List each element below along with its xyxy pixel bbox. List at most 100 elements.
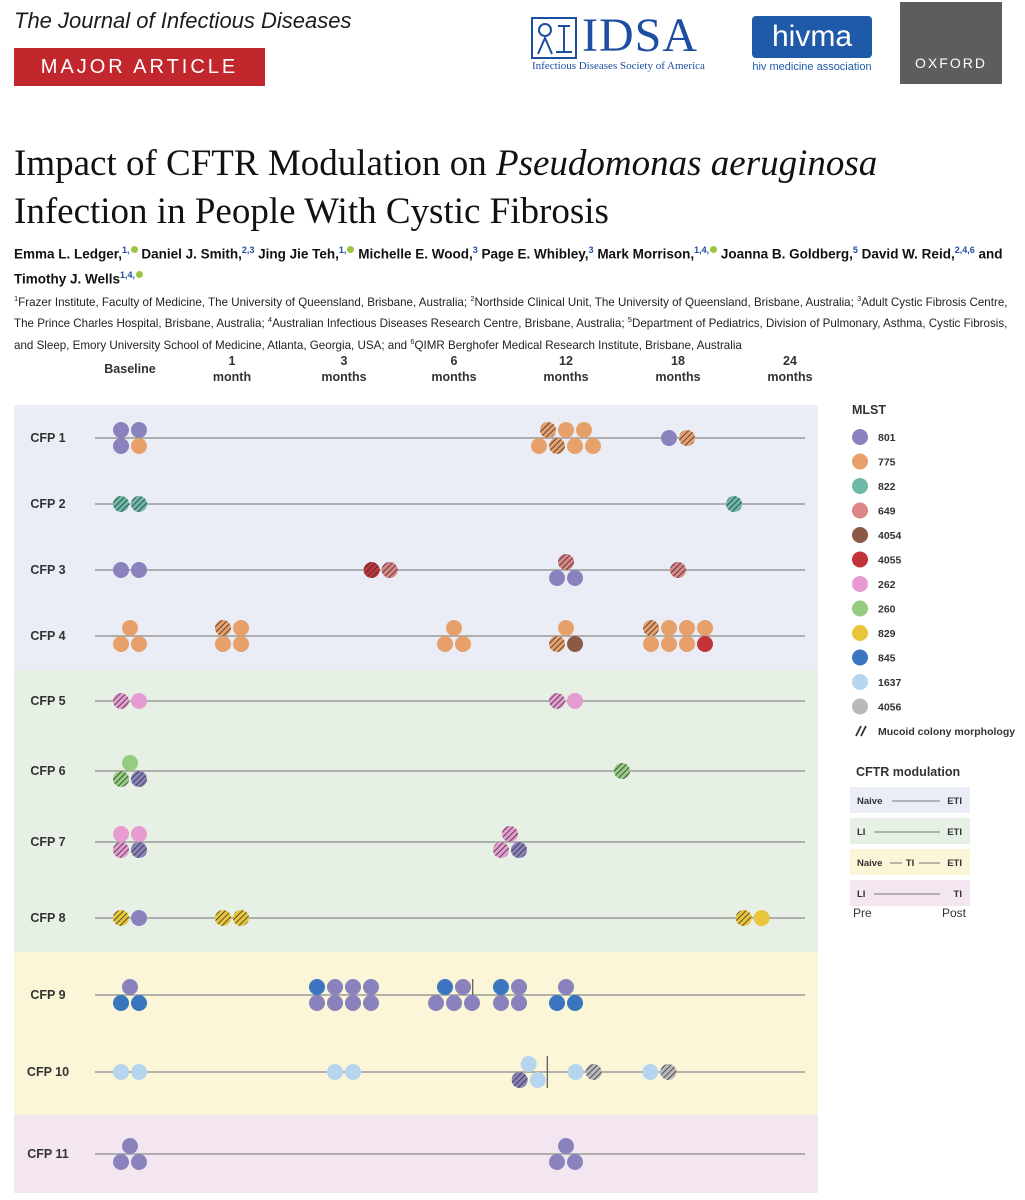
- timepoint-label: 6: [451, 355, 458, 368]
- hivma-wordmark: hivma: [752, 16, 872, 58]
- isolate-marker: [493, 979, 509, 995]
- isolate-marker: [131, 693, 147, 709]
- isolate-marker: [327, 1064, 343, 1080]
- orcid-icon[interactable]: [130, 246, 138, 253]
- author-list: Emma L. Ledger,1, Daniel J. Smith,2,3 Ji…: [14, 240, 1014, 289]
- isolate-marker: [558, 979, 574, 995]
- author-name: Mark Morrison,: [597, 246, 695, 262]
- isolate-marker: [131, 1154, 147, 1170]
- idsa-wordmark: IDSA: [582, 9, 699, 62]
- isolate-marker: [363, 979, 379, 995]
- author-name: Jing Jie Teh,: [258, 246, 339, 262]
- isolate-marker: [679, 636, 695, 652]
- author-affiliation-ref: 1,4,: [694, 245, 710, 255]
- isolate-marker: [327, 979, 343, 995]
- mlst-legend-swatch: [852, 698, 868, 715]
- mlst-legend-swatch: [852, 576, 868, 592]
- author-name: Daniel J. Smith,: [141, 246, 242, 262]
- modulation-group-band: [14, 670, 818, 952]
- isolate-marker: [345, 995, 361, 1011]
- cftr-legend-band: [850, 818, 970, 844]
- isolate-marker: [113, 636, 129, 652]
- affiliations: 1Frazer Institute, Faculty of Medicine, …: [14, 290, 1019, 354]
- mucoid-legend-icon: [855, 725, 862, 737]
- affiliation-number: 3: [857, 294, 862, 303]
- timepoint-label: 3: [341, 355, 348, 368]
- mlst-legend-label: 649: [878, 506, 896, 518]
- orcid-icon[interactable]: [347, 246, 355, 253]
- mucoid-hatch-marker: [233, 910, 249, 926]
- mucoid-hatch-marker: [113, 842, 129, 858]
- mucoid-hatch-marker: [726, 496, 742, 512]
- author-name: David W. Reid,: [861, 246, 955, 262]
- isolate-timeline-figure: Baseline 1 month 3 months 6 months 12 months 18 mo…: [14, 355, 1015, 1193]
- timepoint-label: 12: [559, 355, 573, 368]
- affiliation-number: 5: [627, 315, 632, 325]
- patient-label: CFP 7: [30, 835, 65, 849]
- isolate-marker: [309, 979, 325, 995]
- mucoid-hatch-marker: [113, 910, 129, 926]
- author-name: Michelle E. Wood,: [358, 246, 473, 262]
- orcid-icon[interactable]: [710, 246, 718, 253]
- isolate-marker: [661, 620, 677, 636]
- mucoid-hatch-marker: [558, 554, 574, 570]
- author-name: Emma L. Ledger,: [14, 246, 123, 262]
- isolate-marker: [437, 636, 453, 652]
- author-affiliation-ref: 1,4,: [120, 269, 136, 280]
- mlst-legend-swatch: [852, 625, 868, 641]
- author-affiliation-ref: 1,: [338, 245, 347, 255]
- mlst-legend-swatch: [852, 527, 868, 543]
- cftr-legend-pre-label: Naive: [857, 858, 882, 869]
- isolate-marker: [493, 995, 509, 1011]
- mucoid-hatch-marker: [549, 636, 565, 652]
- idsa-logo[interactable]: IDSA Infectious Diseases Society of Amer…: [530, 9, 740, 78]
- article-title: Impact of CFTR Modulation on Pseudomonas…: [14, 140, 1004, 236]
- isolate-marker: [697, 636, 713, 652]
- isolate-marker: [233, 636, 249, 652]
- patient-label: CFP 9: [30, 988, 65, 1002]
- isolate-marker: [113, 995, 129, 1011]
- isolate-marker: [549, 1154, 565, 1170]
- isolate-marker: [122, 979, 138, 995]
- mucoid-hatch-marker: [131, 842, 147, 858]
- mucoid-hatch-marker: [363, 562, 380, 578]
- mlst-legend-swatch: [852, 453, 868, 470]
- timepoint-label: months: [655, 370, 700, 384]
- timepoint-label: months: [431, 370, 476, 384]
- cftr-legend-band: [850, 880, 970, 906]
- author-name: and Timothy J. Wells: [14, 246, 1003, 287]
- mucoid-hatch-marker: [502, 826, 518, 842]
- isolate-marker: [567, 636, 583, 652]
- mucoid-hatch-marker: [643, 620, 659, 636]
- isolate-marker: [131, 422, 147, 438]
- mlst-legend-swatch: [852, 502, 868, 519]
- isolate-marker: [567, 438, 583, 454]
- cftr-legend-post-label: ETI: [947, 858, 962, 869]
- affiliation-number: 2: [470, 294, 475, 303]
- mucoid-legend-label: Mucoid colony morphology: [878, 726, 1015, 738]
- mlst-legend-swatch: [852, 478, 868, 494]
- cftr-legend-pre-label: LI: [857, 827, 865, 838]
- timepoint-label: Baseline: [104, 362, 155, 376]
- mlst-legend-label: 845: [878, 653, 896, 665]
- cftr-legend-pre: Pre: [853, 906, 872, 920]
- idsa-subtitle: Infectious Diseases Society of America: [532, 60, 705, 72]
- cftr-legend-pre-label: LI: [857, 889, 865, 900]
- cftr-legend-post-label: ETI: [947, 827, 962, 838]
- title-plain: Impact of CFTR Modulation on: [14, 143, 496, 184]
- orcid-icon[interactable]: [136, 270, 144, 278]
- patient-label: CFP 5: [30, 694, 65, 708]
- isolate-marker: [233, 620, 249, 636]
- isolate-marker: [131, 1064, 147, 1080]
- oxford-logo[interactable]: OXFORD: [900, 2, 1002, 84]
- mucoid-hatch-marker: [614, 763, 630, 779]
- mlst-legend-swatch: [852, 600, 868, 617]
- isolate-marker: [529, 1072, 546, 1088]
- patient-label: CFP 11: [27, 1147, 69, 1161]
- mlst-legend-label: 822: [878, 481, 896, 493]
- isolate-marker: [446, 995, 462, 1011]
- author-affiliation-ref: 5: [852, 245, 858, 255]
- mucoid-hatch-marker: [549, 693, 565, 709]
- affiliation-text: Northside Clinical Unit, The University …: [474, 295, 858, 309]
- hivma-logo[interactable]: hivma hiv medicine association: [752, 16, 872, 78]
